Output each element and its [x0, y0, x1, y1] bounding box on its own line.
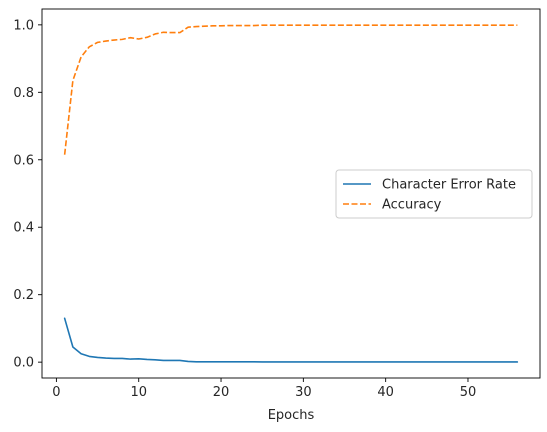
x-tick-label: 40 — [377, 385, 394, 400]
legend-label-character-error-rate: Character Error Rate — [382, 178, 516, 193]
x-tick-label: 50 — [460, 385, 477, 400]
x-tick-label: 10 — [130, 385, 147, 400]
axes: 0 10 20 30 40 50 0.0 0.2 0.4 0.6 0.8 1.0 Epochs — [13, 8, 541, 423]
legend: Character Error Rate Accuracy — [335, 169, 533, 219]
y-tick-label: 0.0 — [13, 356, 34, 371]
plot-area — [63, 24, 519, 363]
y-tick-label: 0.4 — [13, 221, 34, 236]
x-tick-label: 30 — [295, 385, 312, 400]
series-line-accuracy — [63, 24, 518, 155]
x-tick-label: 0 — [52, 385, 60, 400]
y-tick-label: 0.8 — [13, 86, 34, 101]
legend-label-accuracy: Accuracy — [382, 198, 442, 213]
axes-frame — [41, 8, 541, 379]
x-tick-label: 20 — [213, 385, 230, 400]
series-line-character-error-rate — [63, 317, 519, 363]
y-tick-label: 0.6 — [13, 153, 34, 168]
x-axis-label: Epochs — [268, 408, 315, 423]
legend-box — [335, 169, 533, 219]
y-tick-label: 0.2 — [13, 288, 34, 303]
y-tick-label: 1.0 — [13, 18, 34, 33]
